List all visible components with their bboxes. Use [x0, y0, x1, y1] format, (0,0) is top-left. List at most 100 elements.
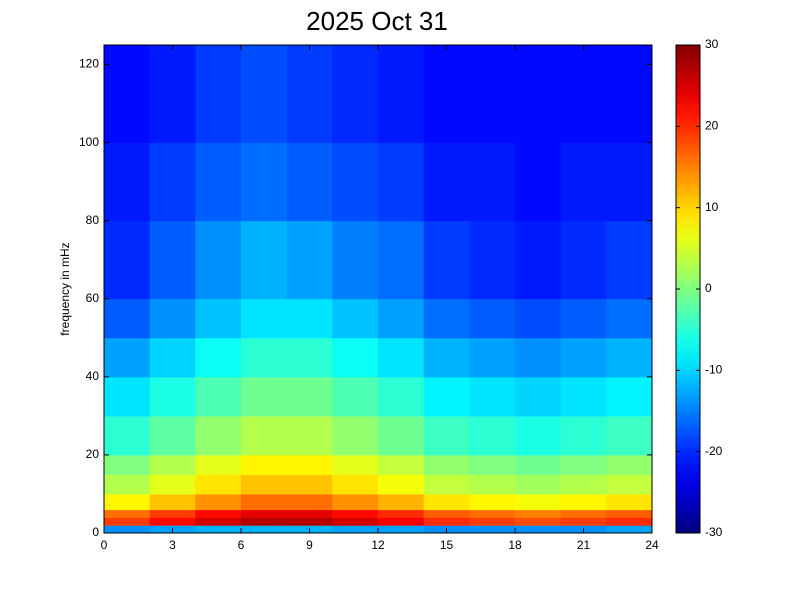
heatmap-cell — [332, 474, 379, 495]
heatmap-cell — [378, 474, 425, 495]
heatmap-cell — [286, 493, 333, 511]
heatmap-cell — [469, 474, 516, 495]
heatmap-cell — [149, 337, 196, 378]
x-tick-label: 15 — [440, 538, 454, 552]
heatmap-cell — [515, 493, 562, 511]
heatmap-cell — [606, 220, 653, 300]
heatmap-cell — [286, 415, 333, 456]
heatmap-cell — [241, 415, 288, 456]
heatmap-cell — [332, 509, 379, 518]
heatmap-cell — [241, 220, 288, 300]
heatmap-cell — [515, 298, 562, 339]
colorbar-tick-label: 30 — [705, 37, 719, 51]
heatmap-cell — [195, 45, 242, 144]
heatmap-cell — [332, 517, 379, 526]
heatmap-cell — [469, 415, 516, 456]
heatmap-cell — [149, 298, 196, 339]
heatmap-cell — [241, 337, 288, 378]
y-tick-label: 60 — [86, 291, 100, 305]
x-tick-label: 9 — [306, 538, 313, 552]
heatmap-cell — [195, 415, 242, 456]
heatmap-cell — [286, 45, 333, 144]
heatmap-cell — [423, 454, 470, 475]
heatmap-cell — [560, 415, 607, 456]
colorbar-tick-label: -30 — [705, 525, 723, 539]
heatmap-cell — [560, 142, 607, 222]
heatmap-cell — [515, 376, 562, 417]
heatmap-cell — [378, 220, 425, 300]
heatmap-cell — [104, 45, 151, 144]
heatmap-cell — [149, 517, 196, 526]
heatmap-cell — [104, 509, 151, 518]
colorbar-tick-label: 20 — [705, 119, 719, 133]
heatmap-cell — [241, 454, 288, 475]
heatmap-cell — [423, 298, 470, 339]
heatmap-cell — [241, 142, 288, 222]
heatmap-cell — [195, 454, 242, 475]
heatmap-cell — [423, 142, 470, 222]
heatmap-cell — [332, 525, 379, 534]
heatmap-cell — [241, 509, 288, 518]
heatmap-cell — [195, 376, 242, 417]
heatmap-cell — [606, 517, 653, 526]
heatmap-cell — [515, 220, 562, 300]
heatmap-cell — [149, 220, 196, 300]
heatmap-cell — [332, 142, 379, 222]
heatmap-cell — [104, 525, 151, 534]
heatmap-cell — [469, 376, 516, 417]
heatmap-cell — [332, 220, 379, 300]
y-tick-label: 20 — [86, 447, 100, 461]
x-tick-label: 18 — [508, 538, 522, 552]
heatmap-cell — [149, 415, 196, 456]
heatmap-cell — [286, 509, 333, 518]
heatmap-cell — [104, 337, 151, 378]
heatmap-cell — [195, 142, 242, 222]
heatmap-cell — [469, 142, 516, 222]
heatmap-cell — [423, 509, 470, 518]
heatmap-cell — [469, 509, 516, 518]
heatmap-cell — [560, 337, 607, 378]
heatmap-cell — [560, 509, 607, 518]
heatmap-cell — [195, 298, 242, 339]
heatmap-cell — [378, 337, 425, 378]
x-tick-label: 24 — [645, 538, 659, 552]
heatmap-cell — [560, 376, 607, 417]
heatmap-cell — [606, 509, 653, 518]
y-tick-label: 120 — [79, 57, 99, 71]
heatmap-cell — [423, 474, 470, 495]
heatmap-cell — [378, 454, 425, 475]
heatmap-cell — [332, 493, 379, 511]
heatmap-cell — [469, 454, 516, 475]
heatmap-cell — [332, 298, 379, 339]
heatmap-cell — [286, 376, 333, 417]
heatmap-cell — [104, 454, 151, 475]
heatmap-cell — [332, 337, 379, 378]
colorbar-tick-label: 0 — [705, 281, 712, 295]
heatmap-cell — [195, 525, 242, 534]
heatmap-cell — [469, 298, 516, 339]
heatmap-cell — [606, 298, 653, 339]
heatmap-cell — [515, 517, 562, 526]
heatmap-cell — [378, 493, 425, 511]
heatmap-cell — [104, 220, 151, 300]
heatmap-cell — [423, 220, 470, 300]
heatmap-cell — [241, 517, 288, 526]
heatmap-cell — [606, 45, 653, 144]
heatmap-cell — [149, 454, 196, 475]
heatmap-cell — [515, 525, 562, 534]
heatmap-cell — [332, 376, 379, 417]
heatmap-cell — [195, 517, 242, 526]
y-tick-label: 40 — [86, 369, 100, 383]
y-axis-label: frequency in mHz — [58, 242, 72, 335]
heatmap-cell — [469, 525, 516, 534]
y-tick-label: 0 — [92, 525, 99, 539]
heatmap-cell — [332, 415, 379, 456]
heatmap-cell — [104, 415, 151, 456]
heatmap-cell — [606, 493, 653, 511]
heatmap-cell — [378, 142, 425, 222]
heatmap-cell — [149, 509, 196, 518]
heatmap-cell — [423, 376, 470, 417]
heatmap-cell — [149, 376, 196, 417]
heatmap-cell — [195, 509, 242, 518]
y-tick-label: 100 — [79, 135, 99, 149]
